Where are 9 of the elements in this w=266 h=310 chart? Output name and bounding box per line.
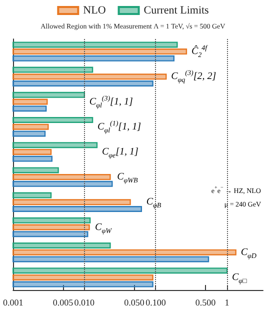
x-tick-label: 0.100: [146, 298, 166, 308]
x-tick-label: 0.001: [3, 298, 24, 308]
x-tick-label: 0.010: [74, 298, 96, 308]
legend-label: Current Limits: [144, 4, 209, 16]
x-tick-label: 0.500: [195, 298, 216, 308]
legend-label: NLO: [83, 4, 106, 16]
x-tick-label: 1: [224, 298, 230, 308]
x-tick-label: 0.050: [124, 298, 145, 308]
x-tick-label: 0.005: [52, 298, 74, 308]
